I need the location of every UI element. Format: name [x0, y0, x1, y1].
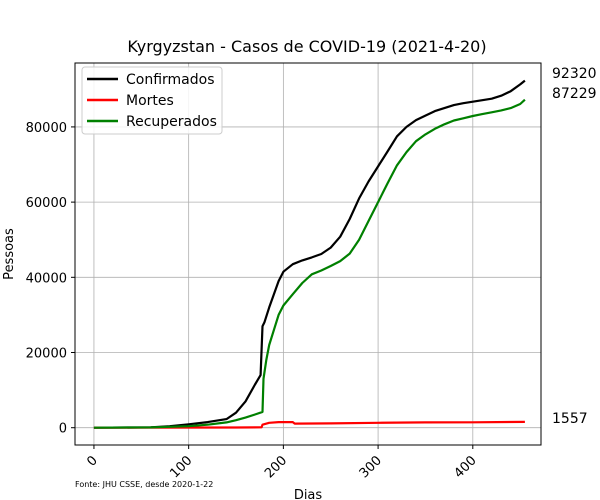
x-tick-label: 400	[451, 453, 479, 481]
end-value-label: 87229	[552, 86, 597, 102]
end-value-label: 92320	[552, 66, 597, 82]
legend-label: Recuperados	[126, 114, 217, 130]
series-line-recuperados	[93, 98, 526, 429]
series-line-confirmados	[93, 79, 526, 429]
legend-label: Confirmados	[126, 72, 215, 88]
source-note: Fonte: JHU CSSE, desde 2020-1-22	[75, 480, 213, 489]
series-line-mortes	[93, 420, 525, 429]
y-tick-label: 80000	[26, 121, 67, 136]
legend-box	[81, 66, 223, 135]
x-tick-label: 200	[262, 453, 290, 481]
end-value-label: 1557	[552, 411, 588, 427]
x-axis-label: Dias	[294, 488, 323, 500]
y-tick-label: 40000	[26, 271, 67, 286]
x-tick-label: 300	[357, 453, 385, 481]
y-tick-label: 20000	[26, 347, 67, 362]
x-tick-label: 100	[167, 453, 195, 481]
plot-area	[74, 62, 542, 446]
y-axis-label: Pessoas	[2, 228, 17, 280]
chart-title: Kyrgyzstan - Casos de COVID-19 (2021-4-2…	[127, 37, 486, 56]
y-tick-label: 0	[59, 422, 67, 437]
y-tick-label: 60000	[26, 196, 67, 211]
legend-label: Mortes	[126, 93, 174, 109]
x-tick-label: 0	[84, 453, 100, 469]
